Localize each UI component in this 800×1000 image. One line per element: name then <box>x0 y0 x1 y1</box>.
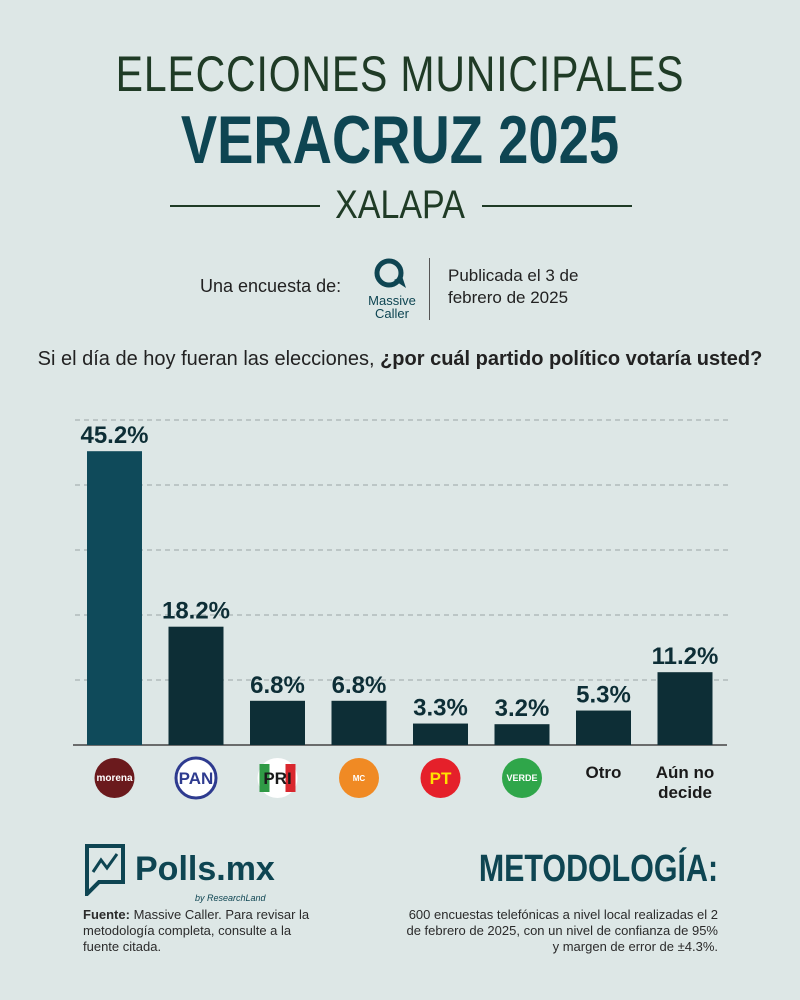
party-logo-text: VERDE <box>506 773 537 783</box>
published-line-2: febrero de 2025 <box>448 288 569 307</box>
source-note: Fuente: Massive Caller. Para revisar la … <box>83 907 323 955</box>
party-logo-text: MC <box>353 774 366 783</box>
question-emphasis: ¿por cuál partido político votaría usted… <box>380 348 763 370</box>
methodology-title: METODOLOGÍA: <box>478 848 718 890</box>
data-label: 3.2% <box>495 695 550 722</box>
bar <box>168 626 224 745</box>
brand-sub: by ResearchLand <box>195 893 266 903</box>
bar <box>413 723 468 745</box>
party-logo-text: morena <box>96 773 133 784</box>
bar <box>87 451 142 745</box>
data-label: 6.8% <box>332 672 387 699</box>
pollster-name-1: Massive <box>368 293 416 308</box>
party-logo-mc <box>339 758 379 798</box>
question: Si el día de hoy fueran las elecciones, … <box>0 346 800 372</box>
source-label: Fuente: <box>83 907 130 922</box>
data-label: 3.3% <box>413 695 468 722</box>
data-label: 11.2% <box>652 643 719 670</box>
party-logo-pt <box>420 758 461 798</box>
pri-green <box>259 764 270 792</box>
bar <box>494 724 550 745</box>
data-label: 18.2% <box>162 598 230 625</box>
publication-date: Publicada el 3 de febrero de 2025 <box>448 265 578 309</box>
divider-right <box>482 205 632 207</box>
bar <box>250 700 305 745</box>
question-text: Si el día de hoy fueran las elecciones, <box>37 348 381 370</box>
party-logo-pan <box>174 756 218 800</box>
data-label: 6.8% <box>250 672 305 699</box>
bar <box>657 672 713 745</box>
city-title: XALAPA <box>335 183 465 227</box>
chat-bubble-icon <box>374 258 406 288</box>
methodology-text: 600 encuestas telefónicas a nivel local … <box>406 907 718 954</box>
party-logo-morena <box>94 758 135 798</box>
source-text: Massive Caller. Para revisar la metodolo… <box>83 907 310 954</box>
title-line-2: VERACRUZ 2025 <box>180 102 620 178</box>
pri-red <box>285 764 296 792</box>
data-label: 45.2% <box>80 422 148 449</box>
party-logo-text: PRI <box>263 769 291 788</box>
brand-name: Polls.mx <box>135 850 275 888</box>
bar <box>331 700 387 745</box>
data-label: 5.3% <box>576 682 631 709</box>
polls-logo-icon <box>85 844 125 896</box>
survey-label: Una encuesta de: <box>200 276 342 296</box>
party-logo-verde <box>502 758 542 798</box>
bar-chart: 45.2% morena 18.2% PAN 6.8% PRI 6.8% MC 3.3% PT 3.… <box>73 419 730 802</box>
category-label: Aún no <box>656 763 715 782</box>
divider-left <box>170 205 320 207</box>
vertical-divider <box>429 258 430 320</box>
category-label: decide <box>658 783 712 802</box>
massive-caller-logo: Massive Caller <box>362 258 422 320</box>
party-logo-text: PAN <box>179 769 214 788</box>
title-line-1: ELECCIONES MUNICIPALES <box>115 46 685 102</box>
published-line-1: Publicada el 3 de <box>448 266 579 285</box>
polls-mx-logo: Polls.mx <box>83 842 275 896</box>
pollster-name-2: Caller <box>375 306 409 321</box>
category-label: Otro <box>586 763 622 782</box>
bar <box>576 710 631 745</box>
party-logo-text: PT <box>430 769 452 788</box>
